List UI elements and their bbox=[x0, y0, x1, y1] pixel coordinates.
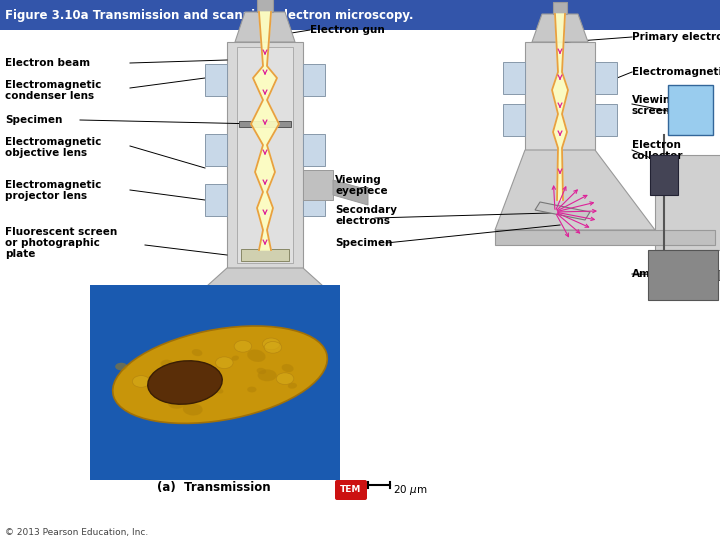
Polygon shape bbox=[495, 150, 655, 230]
Ellipse shape bbox=[256, 368, 266, 374]
Ellipse shape bbox=[183, 403, 202, 415]
Polygon shape bbox=[535, 202, 590, 220]
Ellipse shape bbox=[234, 340, 252, 352]
Bar bbox=[239, 121, 291, 127]
Ellipse shape bbox=[264, 341, 282, 353]
Ellipse shape bbox=[247, 349, 266, 362]
Text: Figure 3.10a Transmission and scanning electron microscopy.: Figure 3.10a Transmission and scanning e… bbox=[5, 9, 413, 22]
Text: TEM: TEM bbox=[341, 485, 361, 495]
Ellipse shape bbox=[166, 374, 176, 381]
Ellipse shape bbox=[166, 394, 181, 403]
Bar bbox=[553, 2, 567, 14]
Text: Secondary: Secondary bbox=[335, 205, 397, 215]
Ellipse shape bbox=[168, 397, 186, 409]
Ellipse shape bbox=[263, 338, 280, 350]
Text: screen: screen bbox=[632, 106, 671, 116]
Bar bbox=[668, 85, 713, 135]
Text: Specimen: Specimen bbox=[335, 238, 392, 248]
Ellipse shape bbox=[192, 349, 202, 356]
Polygon shape bbox=[251, 12, 279, 250]
Text: Electromagnetic: Electromagnetic bbox=[5, 137, 102, 147]
Ellipse shape bbox=[115, 363, 127, 370]
Ellipse shape bbox=[288, 383, 297, 389]
Bar bbox=[595, 104, 617, 136]
Text: condenser lens: condenser lens bbox=[5, 91, 94, 101]
Bar bbox=[648, 250, 718, 300]
Bar bbox=[212, 286, 318, 300]
Bar bbox=[205, 134, 227, 166]
Ellipse shape bbox=[282, 364, 294, 372]
Ellipse shape bbox=[169, 375, 183, 384]
Bar bbox=[303, 184, 325, 216]
Bar bbox=[0, 0, 720, 30]
Polygon shape bbox=[532, 14, 588, 42]
Text: Fluorescent screen: Fluorescent screen bbox=[5, 227, 117, 237]
Bar bbox=[303, 64, 325, 96]
Text: Viewing: Viewing bbox=[335, 175, 382, 185]
Bar bbox=[303, 170, 333, 200]
Bar bbox=[205, 184, 227, 216]
Bar bbox=[650, 155, 678, 195]
Polygon shape bbox=[207, 268, 323, 286]
Text: Amplifier: Amplifier bbox=[632, 269, 686, 279]
Ellipse shape bbox=[161, 360, 173, 367]
Ellipse shape bbox=[258, 369, 276, 381]
Text: Viewing: Viewing bbox=[632, 95, 679, 105]
Ellipse shape bbox=[132, 376, 150, 387]
Text: Electromagnetic: Electromagnetic bbox=[5, 180, 102, 190]
Text: Electromagnetic: Electromagnetic bbox=[5, 80, 102, 90]
Text: (a)  Transmission: (a) Transmission bbox=[157, 481, 271, 494]
Text: electrons: electrons bbox=[335, 216, 390, 226]
Text: Electron gun: Electron gun bbox=[310, 25, 384, 35]
Text: 20 $\mu$m: 20 $\mu$m bbox=[393, 483, 428, 497]
Text: Electron beam: Electron beam bbox=[5, 58, 90, 68]
Bar bbox=[303, 134, 325, 166]
Text: Electromagnetic lenses: Electromagnetic lenses bbox=[632, 67, 720, 77]
Ellipse shape bbox=[215, 357, 233, 369]
Bar bbox=[227, 42, 303, 268]
Bar bbox=[205, 64, 227, 96]
Ellipse shape bbox=[113, 326, 328, 423]
Polygon shape bbox=[333, 180, 368, 205]
Text: © 2013 Pearson Education, Inc.: © 2013 Pearson Education, Inc. bbox=[5, 528, 148, 537]
Polygon shape bbox=[655, 155, 720, 250]
Bar bbox=[718, 270, 720, 280]
Text: projector lens: projector lens bbox=[5, 191, 87, 201]
Ellipse shape bbox=[148, 361, 222, 404]
Text: plate: plate bbox=[5, 249, 35, 259]
Bar bbox=[525, 42, 595, 150]
Bar bbox=[495, 230, 715, 245]
Ellipse shape bbox=[147, 375, 163, 386]
Polygon shape bbox=[235, 12, 295, 42]
Ellipse shape bbox=[247, 387, 256, 393]
Text: collector: collector bbox=[632, 151, 683, 161]
Text: Primary electron beam: Primary electron beam bbox=[632, 32, 720, 42]
Bar bbox=[503, 104, 525, 136]
Polygon shape bbox=[552, 14, 568, 200]
Bar bbox=[241, 249, 289, 261]
Bar bbox=[503, 62, 525, 94]
Ellipse shape bbox=[276, 373, 294, 384]
Bar bbox=[595, 62, 617, 94]
Text: eyepiece: eyepiece bbox=[335, 186, 387, 196]
Bar bbox=[257, 0, 273, 12]
Ellipse shape bbox=[231, 355, 239, 361]
Bar bbox=[237, 47, 293, 263]
FancyBboxPatch shape bbox=[335, 480, 367, 500]
Text: Specimen: Specimen bbox=[5, 115, 63, 125]
Text: Electron: Electron bbox=[632, 140, 681, 150]
Text: or photographic: or photographic bbox=[5, 238, 100, 248]
Text: objective lens: objective lens bbox=[5, 148, 87, 158]
Ellipse shape bbox=[216, 388, 223, 394]
